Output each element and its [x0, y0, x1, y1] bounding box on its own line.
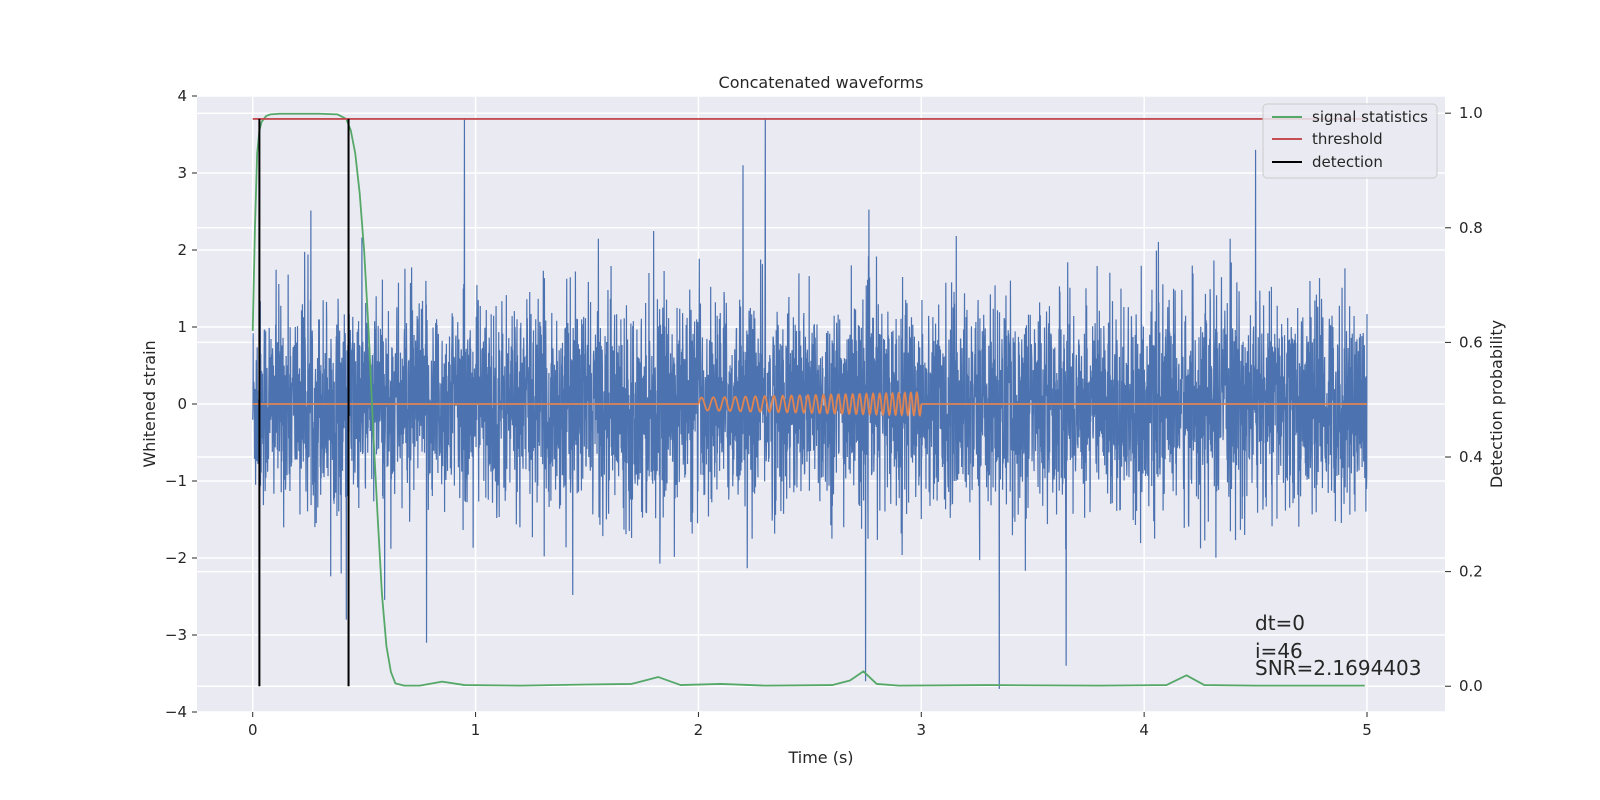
- y-left-tick-label-4: 0: [177, 395, 187, 413]
- y-right-tick-label-4: 0.8: [1459, 219, 1483, 237]
- legend: signal statistics threshold detection: [1262, 103, 1438, 179]
- legend-box: [1262, 103, 1438, 179]
- y-axis-label-right: Detection probability: [1487, 320, 1506, 488]
- annotation-dt: dt=0: [1255, 611, 1305, 635]
- y-left-tick-label-2: −2: [165, 549, 187, 567]
- legend-label-signal-statistics: signal statistics: [1312, 108, 1428, 126]
- y-left-tick-label-7: 3: [177, 164, 187, 182]
- y-axis-label-left: Whitened strain: [140, 340, 159, 467]
- y-right-tick-label-0: 0.0: [1459, 677, 1483, 695]
- x-tick-label-3: 3: [917, 721, 927, 739]
- y-right-tick-label-5: 1.0: [1459, 104, 1483, 122]
- series-injected-signal-line: [252, 390, 1367, 418]
- legend-label-threshold: threshold: [1312, 130, 1383, 148]
- y-right-tick-label-1: 0.2: [1459, 563, 1483, 581]
- y-left-tick-label-0: −4: [165, 703, 187, 721]
- legend-label-detection: detection: [1312, 153, 1383, 171]
- annotation-snr: SNR=2.1694403: [1255, 656, 1421, 680]
- chart-title: Concatenated waveforms: [719, 73, 924, 92]
- x-tick-label-5: 5: [1362, 721, 1372, 739]
- series-signal-statistics-line: [251, 112, 1365, 687]
- x-tick-label-0: 0: [248, 721, 258, 739]
- y-left-tick-label-8: 4: [177, 87, 187, 105]
- x-axis-label: Time (s): [787, 748, 853, 767]
- y-right-tick-label-3: 0.6: [1459, 333, 1483, 351]
- annotation-index: i=46: [1255, 639, 1303, 663]
- x-tick-label-1: 1: [471, 721, 481, 739]
- y-left-tick-label-3: −1: [165, 472, 187, 490]
- ticks: 0 1 2 3 4 5 −4 −3 −2 −1 0 1 2 3 4 0.0 0.2 0.4 0.6 0.8 1.0: [165, 87, 1483, 739]
- y-left-tick-label-5: 1: [177, 318, 187, 336]
- y-right-tick-label-2: 0.4: [1459, 448, 1483, 466]
- x-tick-label-4: 4: [1139, 721, 1149, 739]
- y-left-tick-label-1: −3: [165, 626, 187, 644]
- y-left-tick-label-6: 2: [177, 241, 187, 259]
- x-tick-label-2: 2: [694, 721, 704, 739]
- series-layer: [251, 112, 1368, 689]
